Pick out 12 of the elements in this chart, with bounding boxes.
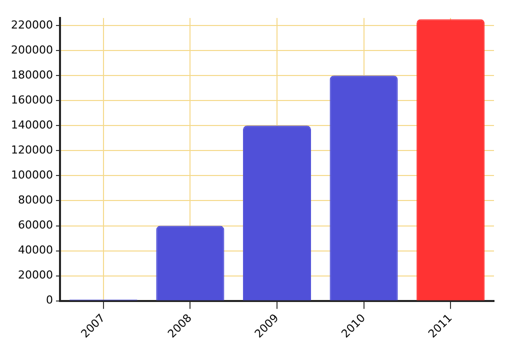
y-tick-label: 200000: [10, 43, 53, 56]
y-tick-label: 40000: [18, 244, 53, 257]
y-tick-label: 180000: [10, 68, 53, 82]
y-tick-label: 120000: [10, 144, 53, 157]
y-tick-label: 220000: [10, 18, 53, 32]
y-tick-label: 160000: [10, 93, 53, 106]
y-tick-label: 20000: [18, 268, 53, 282]
y-tick-label: 140000: [10, 118, 53, 132]
y-tick-label: 80000: [18, 194, 53, 207]
y-tick-label: 100000: [10, 168, 53, 182]
y-tick-label: 0: [46, 294, 53, 307]
y-tick-label: 60000: [18, 218, 53, 232]
